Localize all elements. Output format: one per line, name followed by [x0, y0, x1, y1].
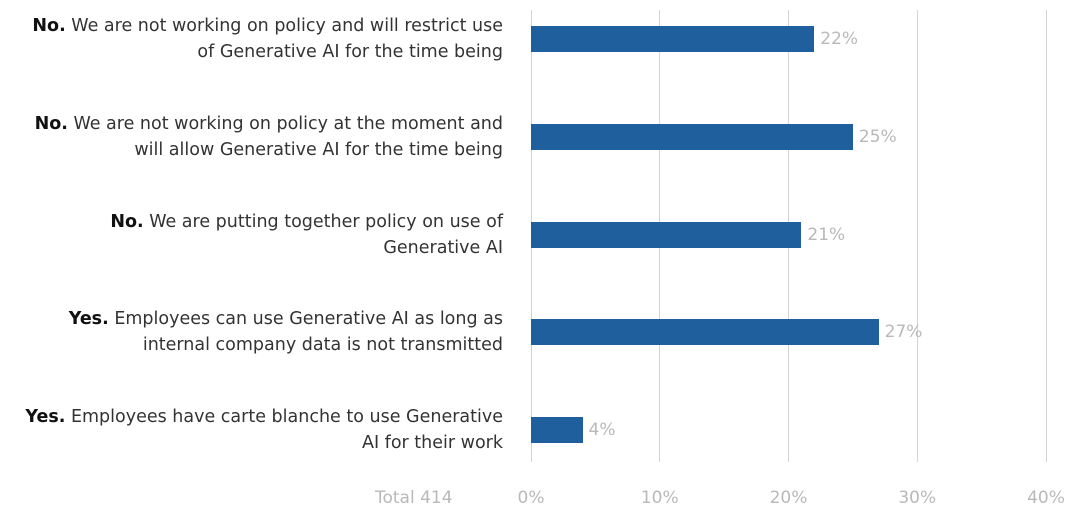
category-label: Yes. Employees have carte blanche to use… [25, 407, 503, 454]
x-tick-label: 0% [517, 488, 545, 508]
bar [531, 123, 853, 150]
x-tick-label: 10% [640, 488, 679, 508]
bar [531, 319, 879, 346]
value-label: 25% [858, 126, 897, 147]
grid-line [1045, 10, 1047, 462]
bar [531, 417, 583, 444]
bar [531, 221, 802, 248]
total-annotation: Total 414 [375, 488, 453, 508]
x-tick-label: 30% [898, 488, 937, 508]
category-label: No. We are not working on policy and wil… [32, 16, 503, 62]
x-tick-label: 40% [1027, 488, 1065, 508]
value-label: 22% [820, 29, 859, 49]
value-label: 27% [884, 322, 923, 343]
category-label: No. We are putting together policy on us… [110, 211, 503, 258]
category-label: No. We are not working on policy at the … [34, 113, 503, 160]
category-label: Yes. Employees can use Generative AI as … [68, 309, 503, 356]
bar [531, 26, 815, 52]
grid-line [916, 10, 918, 462]
x-tick-label: 20% [769, 488, 808, 508]
value-label: 4% [588, 420, 616, 441]
value-label: 21% [807, 224, 846, 245]
